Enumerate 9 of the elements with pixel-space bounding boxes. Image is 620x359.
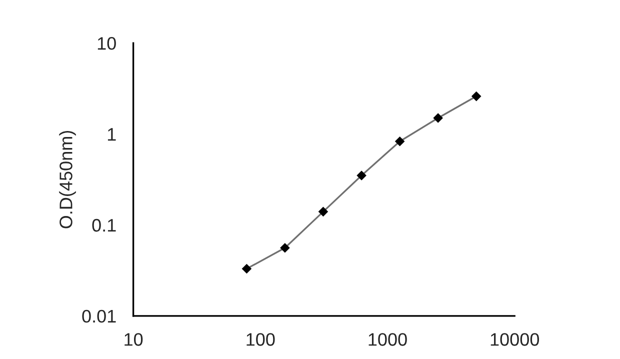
x-tick-label: 10000 <box>490 333 539 346</box>
x-tick-label: 1000 <box>368 333 407 346</box>
y-axis-title: O.D(450nm) <box>59 130 76 228</box>
x-tick-label: 100 <box>246 333 275 346</box>
y-tick-label: 10 <box>98 37 116 50</box>
x-tick-label: 10 <box>124 333 143 346</box>
y-tick-label: 0.01 <box>82 310 116 323</box>
y-tick-label: 0.1 <box>92 218 116 232</box>
y-tick-label: 1 <box>108 128 116 141</box>
